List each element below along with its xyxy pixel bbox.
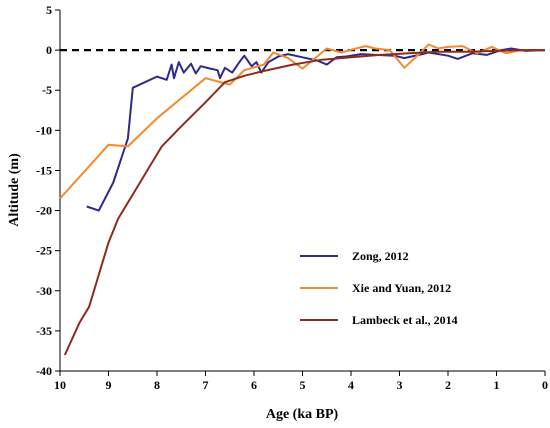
x-tick-label: 6 <box>251 378 257 392</box>
x-tick-label: 8 <box>154 378 160 392</box>
x-tick-label: 0 <box>542 378 548 392</box>
series-line-3 <box>63 49 545 356</box>
legend: Zong, 2012 Xie and Yuan, 2012 Lambeck et a… <box>300 249 458 327</box>
y-tick-label: -35 <box>36 324 52 338</box>
x-axis-title: Age (ka BP) <box>266 407 339 422</box>
y-tick-label: -15 <box>36 163 52 177</box>
legend-label: Xie and Yuan, 2012 <box>352 281 451 295</box>
series-line-1 <box>86 47 546 212</box>
legend-label: Lambeck et al., 2014 <box>352 313 458 327</box>
y-axis-title: Altitude (m) <box>7 153 22 227</box>
series-layer <box>59 43 546 356</box>
x-tick-label: 7 <box>203 378 209 392</box>
y-tick-label: 0 <box>46 43 52 57</box>
y-tick-label: -25 <box>36 244 52 258</box>
series-line-2 <box>59 43 545 200</box>
x-tick-label: 1 <box>494 378 500 392</box>
y-tick-label: -30 <box>36 284 52 298</box>
x-tick-label: 5 <box>300 378 306 392</box>
y-tick-label: 5 <box>46 3 52 17</box>
x-tick-label: 2 <box>445 378 451 392</box>
y-tick-label: -5 <box>42 83 52 97</box>
y-tick-label: -10 <box>36 123 52 137</box>
x-tick-label: 9 <box>106 378 112 392</box>
x-tick-label: 10 <box>54 378 66 392</box>
x-tick-label: 3 <box>397 378 403 392</box>
y-tick-label: -40 <box>36 364 52 378</box>
x-tick-label: 4 <box>348 378 354 392</box>
legend-label: Zong, 2012 <box>352 249 409 263</box>
y-tick-label: -20 <box>36 204 52 218</box>
